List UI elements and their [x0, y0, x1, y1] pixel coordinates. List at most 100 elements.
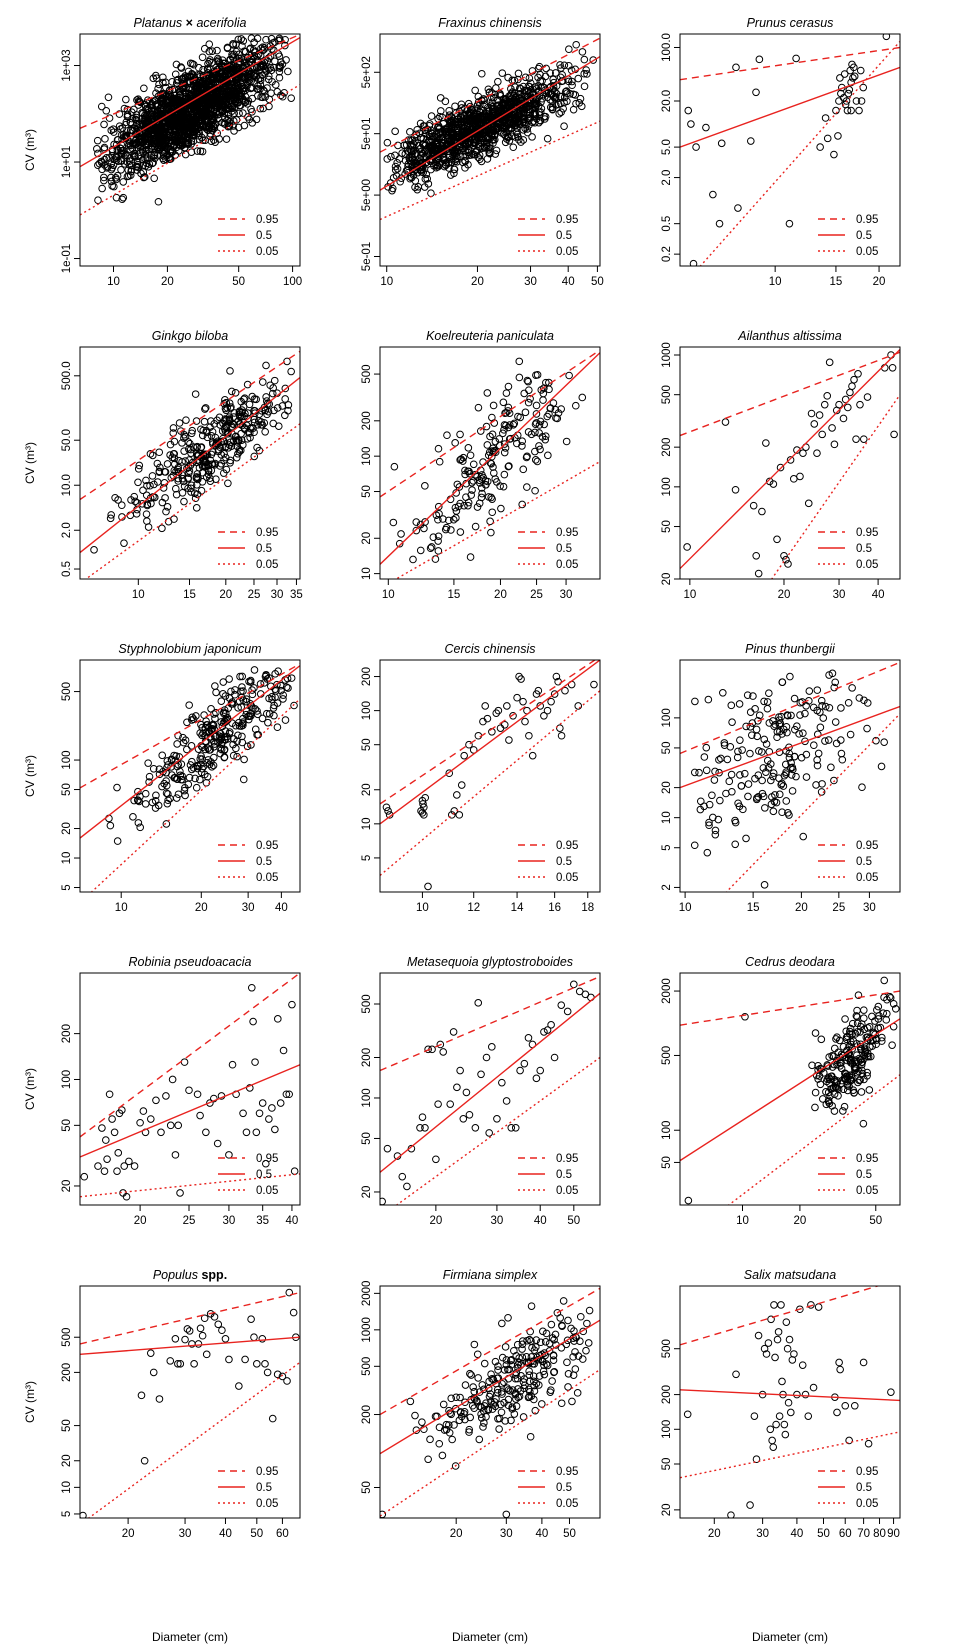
data-point	[235, 1382, 243, 1390]
y-tick-label: 20	[61, 1180, 73, 1193]
panel-title-part: ×	[186, 16, 193, 30]
data-point	[515, 672, 523, 681]
data-point	[172, 775, 181, 783]
data-point	[695, 768, 703, 777]
data-point	[589, 56, 598, 64]
data-point	[850, 375, 858, 384]
panel-frame	[679, 659, 901, 893]
legend-label: 0.05	[256, 1185, 278, 1197]
data-point	[285, 1288, 294, 1297]
data-point	[180, 434, 188, 442]
x-tick-label: 10	[416, 902, 429, 914]
data-point	[187, 765, 196, 774]
data-point	[465, 740, 473, 749]
data-point	[253, 34, 262, 43]
data-point	[429, 533, 438, 542]
data-point	[156, 115, 165, 123]
data-point	[219, 689, 227, 698]
data-point	[765, 719, 774, 727]
data-point	[836, 74, 844, 82]
y-tick-label: 10.0	[61, 474, 73, 496]
data-point	[196, 760, 205, 768]
data-point	[511, 1124, 520, 1132]
data-point	[202, 721, 211, 729]
data-point	[445, 769, 454, 778]
data-point	[863, 1068, 872, 1077]
data-point	[265, 710, 274, 718]
data-point	[174, 790, 183, 799]
legend-label: 0.95	[256, 214, 278, 226]
y-axis-label: CV (m³)	[23, 129, 37, 171]
data-point	[477, 475, 486, 483]
legend-label: 0.95	[556, 527, 578, 539]
data-point	[211, 714, 219, 723]
y-tick-label: 50	[661, 520, 673, 533]
data-point	[181, 72, 190, 80]
data-point	[436, 1040, 445, 1049]
legend-label: 0.05	[856, 1185, 878, 1197]
x-tick-label: 14	[511, 902, 524, 914]
data-point	[204, 95, 212, 103]
data-point	[179, 738, 188, 747]
data-point	[773, 535, 781, 544]
data-point	[204, 744, 212, 753]
data-point	[433, 161, 442, 170]
data-point	[90, 546, 98, 554]
data-point	[502, 408, 510, 417]
data-point	[393, 158, 401, 167]
legend-label: 0.5	[856, 1169, 872, 1181]
data-point	[276, 1099, 285, 1107]
data-point	[180, 127, 189, 135]
x-tick-label: 50	[250, 1528, 263, 1540]
data-point	[854, 991, 863, 999]
data-point	[726, 742, 735, 751]
data-point	[471, 86, 479, 95]
data-point	[855, 694, 864, 702]
data-point	[486, 459, 495, 467]
data-point	[524, 1034, 533, 1042]
data-point	[176, 1360, 185, 1368]
data-point	[777, 780, 785, 789]
data-point	[562, 437, 571, 446]
data-point	[507, 1356, 516, 1364]
quantile-line-0_5	[680, 349, 900, 570]
panel-frame	[679, 33, 901, 267]
data-point	[510, 76, 519, 85]
data-point	[221, 692, 230, 700]
data-point	[776, 719, 785, 728]
data-point	[487, 493, 495, 502]
x-tick-label: 35	[290, 589, 303, 601]
data-point	[536, 1066, 545, 1075]
data-point	[759, 764, 768, 772]
data-point	[569, 1371, 578, 1379]
data-point	[684, 106, 693, 115]
quantile-line-0_05	[84, 423, 300, 579]
data-point	[393, 164, 402, 173]
data-point	[782, 722, 791, 731]
data-point	[264, 75, 273, 84]
data-point	[468, 1401, 477, 1410]
data-point	[727, 770, 736, 779]
data-point	[169, 450, 178, 458]
data-point	[262, 1159, 270, 1168]
data-point	[418, 1113, 427, 1121]
data-point	[832, 1035, 840, 1043]
data-point	[523, 483, 531, 491]
x-tick-label: 10	[380, 276, 393, 288]
data-point	[574, 74, 583, 83]
data-point	[538, 1400, 546, 1408]
data-point	[251, 725, 260, 734]
data-point	[832, 739, 841, 748]
data-point	[468, 478, 476, 487]
data-point	[246, 1084, 254, 1092]
data-point	[403, 1182, 411, 1191]
data-point	[178, 488, 187, 497]
data-point	[857, 1020, 866, 1028]
data-point	[469, 1383, 477, 1391]
panel-13: Populus spp.20 30 40 50 6051020502005000.950…	[23, 1268, 301, 1644]
data-point	[489, 463, 497, 471]
data-point	[502, 389, 511, 397]
x-tick-label: 100	[283, 276, 302, 288]
data-point	[106, 821, 115, 830]
x-tick-label: 20	[873, 276, 886, 288]
